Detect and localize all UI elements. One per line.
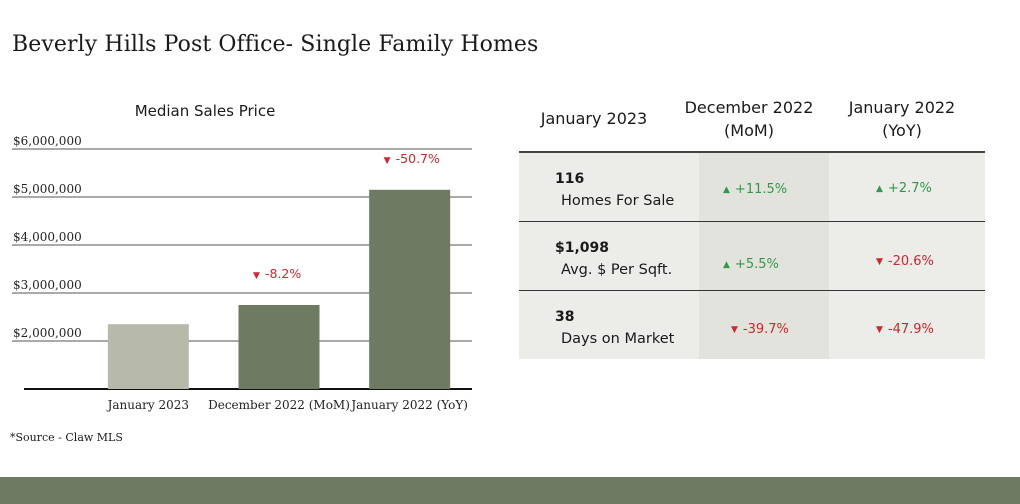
metric-value: 116 — [555, 171, 585, 187]
header-line: (YoY) — [882, 121, 922, 140]
up-arrow-icon: ▲ — [876, 184, 883, 194]
yoy-change: ▲ +2.7% — [876, 181, 932, 196]
change-value: -20.6% — [887, 254, 934, 269]
table-header: January 2023 December 2022 (MoM) January… — [519, 90, 985, 153]
down-arrow-icon: ▼ — [876, 257, 883, 267]
header-january-2023: January 2023 — [519, 107, 669, 130]
metrics-table: January 2023 December 2022 (MoM) January… — [519, 90, 985, 359]
y-tick-label: $5,000,000 — [13, 182, 82, 196]
change-value: -39.7% — [742, 322, 789, 337]
change-annotation: -8.2% — [265, 266, 301, 281]
change-value: -47.9% — [887, 322, 934, 337]
table-row: $1,098 Avg. $ Per Sqft. ▲ +5.5% ▼ -20.6% — [519, 221, 985, 290]
yoy-change: ▼ -20.6% — [876, 254, 934, 269]
x-tick-label: January 2022 (YoY) — [349, 398, 468, 412]
header-line: January 2022 — [848, 98, 956, 117]
table-body: 116 Homes For Sale ▲ +11.5% ▲ +2.7% $1,098 Avg.… — [519, 153, 985, 359]
up-arrow-icon: ▲ — [723, 260, 730, 270]
bar — [369, 189, 451, 389]
mom-change: ▲ +11.5% — [723, 182, 787, 197]
mom-change: ▼ -39.7% — [731, 322, 789, 337]
chart-title: Median Sales Price — [134, 102, 276, 120]
footer-bar — [0, 477, 1020, 504]
metric-value: 38 — [555, 309, 575, 325]
x-tick-label: January 2023 — [106, 398, 189, 412]
bar — [238, 305, 320, 389]
mom-column-bg — [699, 291, 829, 359]
y-tick-label: $2,000,000 — [13, 326, 82, 340]
down-arrow-icon: ▼ — [876, 325, 883, 335]
bar — [107, 324, 189, 389]
median-sales-price-chart: $2,000,000 $3,000,000 $4,000,000 $5,000,000… — [12, 134, 472, 412]
metric-label: Homes For Sale — [561, 193, 675, 209]
y-tick-label: $4,000,000 — [13, 230, 82, 244]
y-tick-label: $6,000,000 — [13, 134, 82, 148]
header-line: December 2022 — [684, 98, 814, 117]
yoy-change: ▼ -47.9% — [876, 322, 934, 337]
source-note: *Source - Claw MLS — [10, 431, 123, 444]
header-line: (MoM) — [724, 121, 774, 140]
metric-value: $1,098 — [555, 240, 610, 256]
metric-label: Avg. $ Per Sqft. — [561, 262, 673, 278]
metric-label: Days on Market — [561, 331, 675, 347]
header-december-2022-mom: December 2022 (MoM) — [681, 96, 817, 142]
down-arrow-icon: ▼ — [384, 156, 391, 166]
change-value: +5.5% — [734, 257, 779, 272]
mom-column-bg — [699, 153, 829, 221]
mom-column-bg — [699, 222, 829, 290]
header-january-2022-yoy: January 2022 (YoY) — [829, 96, 975, 142]
x-tick-label: December 2022 (MoM) — [208, 398, 350, 412]
change-annotation: -50.7% — [396, 151, 440, 166]
page-title: Beverly Hills Post Office- Single Family… — [12, 32, 539, 57]
down-arrow-icon: ▼ — [731, 325, 738, 335]
mom-change: ▲ +5.5% — [723, 257, 779, 272]
header-line: January 2023 — [540, 109, 648, 128]
down-arrow-icon: ▼ — [253, 271, 260, 281]
up-arrow-icon: ▲ — [723, 185, 730, 195]
table-row: 38 Days on Market ▼ -39.7% ▼ -47.9% — [519, 290, 985, 359]
change-value: +2.7% — [887, 181, 932, 196]
y-tick-label: $3,000,000 — [13, 278, 82, 292]
change-value: +11.5% — [734, 182, 788, 197]
table-row: 116 Homes For Sale ▲ +11.5% ▲ +2.7% — [519, 153, 985, 221]
